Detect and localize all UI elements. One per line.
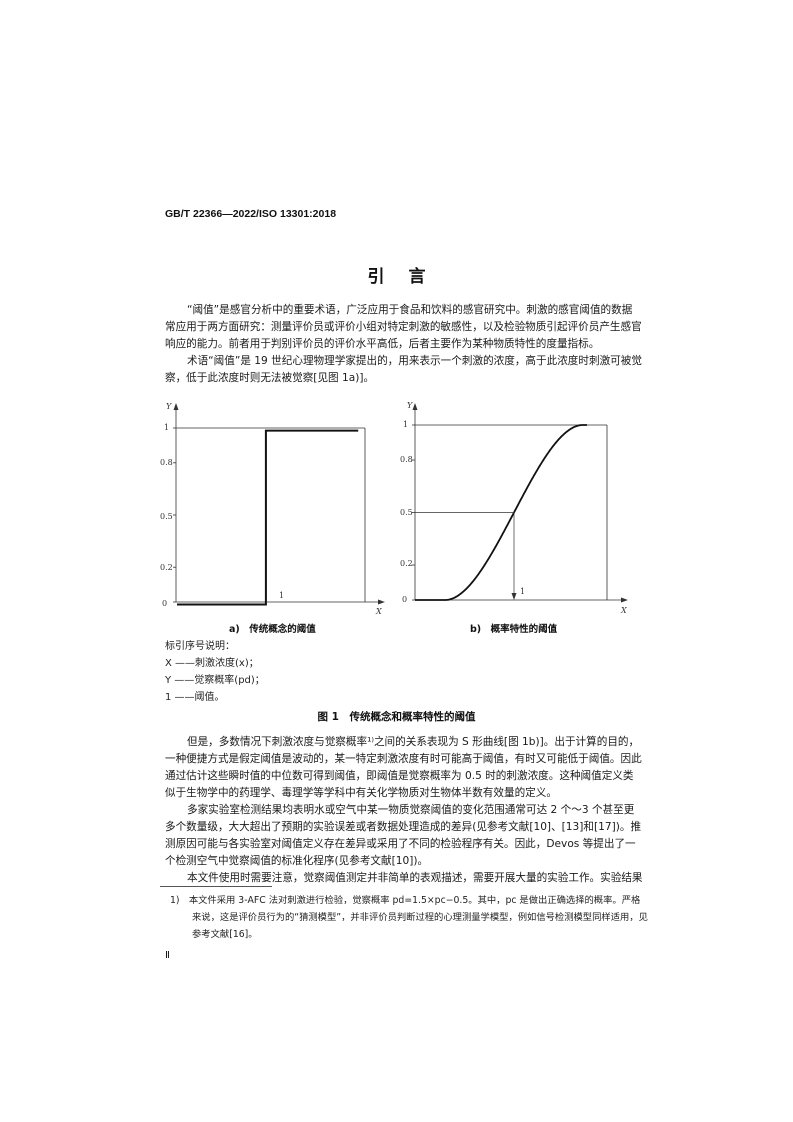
paragraph-line: 个检测空气中觉察阈值的标准化程序(见参考文献[10])。 bbox=[165, 855, 429, 867]
subfigure-a-caption: a) 传统概念的阈值 bbox=[229, 624, 316, 635]
y-axis-label-b: Y bbox=[407, 401, 413, 410]
paragraph-line: “阈值”是感官分析中的重要术语，广泛应用于食品和饮料的感官研究中。刺激的感官阈值… bbox=[187, 304, 633, 316]
paragraph-line: 术语“阈值”是 19 世纪心理物理学家提出的，用来表示一个刺激的浓度，高于此浓度… bbox=[187, 355, 642, 367]
footnote-line: 参考文献[16]。 bbox=[192, 929, 258, 940]
step-curve bbox=[177, 429, 359, 606]
threshold-label-b: 1 bbox=[520, 587, 526, 596]
y-tick-a: 1 bbox=[164, 423, 170, 432]
paragraph-line: 测原因可能与各实验室对阈值定义存在差异或采用了不同的检验程序有关。因此，Devo… bbox=[165, 838, 636, 850]
x-axis-arrow-a bbox=[378, 599, 385, 605]
y-tick-b: 0.5 bbox=[400, 508, 413, 517]
y-tick-a: 0 bbox=[162, 599, 168, 608]
y-axis-arrow-b bbox=[412, 403, 418, 410]
paragraph-line: 但是，多数情况下刺激浓度与觉察概率¹⁾之间的关系表现为 S 形曲线[图 1b)]… bbox=[187, 736, 640, 748]
paragraph-line: 察，低于此浓度时则无法被觉察[见图 1a)]。 bbox=[165, 372, 375, 384]
threshold-label-a: 1 bbox=[279, 591, 285, 600]
footnote-separator bbox=[160, 886, 272, 887]
y-tick-b: 0.8 bbox=[400, 455, 413, 464]
paragraph-line: 似于生物学中的药理学、毒理学等学科中有关化学物质对生物体半数有效量的定义。 bbox=[165, 787, 557, 799]
footnote-line: 来说，这是评价员行为的“猜测模型”，并非评价员判断过程的心理测量学模型，例如信号… bbox=[192, 912, 648, 923]
page-title: 引言 bbox=[367, 267, 450, 287]
y-tick-a: 0.5 bbox=[160, 512, 173, 521]
paragraph-line: 本文件使用时需要注意，觉察阈值测定并非简单的表观描述，需要开展大量的实验工作。实… bbox=[187, 872, 643, 884]
threshold-arrow bbox=[511, 593, 517, 600]
x-axis-label-a: X bbox=[376, 607, 382, 616]
y-axis-label-a: Y bbox=[166, 402, 172, 411]
paragraph-line: 通过估计这些瞬时值的中位数可得到阈值，即阈值是觉察概率为 0.5 时的刺激浓度。… bbox=[165, 770, 634, 782]
x-axis-label-b: X bbox=[621, 606, 627, 615]
y-tick-b: 0 bbox=[402, 595, 408, 604]
paragraph-line: 多家实验室检测结果均表明水或空气中某一物质觉察阈值的变化范围通常可达 2 个～3… bbox=[187, 804, 635, 816]
paragraph-line: 响应的能力。前者用于判别评价员的评价水平高低，后者主要作为某种物质特性的度量指标… bbox=[165, 338, 600, 350]
y-tick-a: 0.2 bbox=[160, 563, 173, 572]
legend-item: X ——刺激浓度(x)； bbox=[165, 658, 259, 669]
paragraph-line: 多个数量级，大大超出了预期的实验误差或者数据处理造成的差异(见参考文献[10]、… bbox=[165, 821, 642, 833]
y-tick-a: 0.8 bbox=[160, 458, 173, 467]
paragraph-line: 一种便捷方式是假定阈值是波动的，某一特定刺激浓度有时可能高于阈值，有时又可能低于… bbox=[165, 753, 642, 765]
paragraph-line: 常应用于两方面研究：测量评价员或评价小组对特定刺激的敏感性，以及检验物质引起评价… bbox=[165, 321, 642, 333]
x-axis-arrow-b bbox=[621, 597, 628, 603]
figure-caption: 图 1 传统概念和概率特性的阈值 bbox=[317, 711, 476, 723]
standard-code: GB/T 22366—2022/ISO 13301:2018 bbox=[165, 208, 337, 220]
y-tick-b: 1 bbox=[403, 420, 409, 429]
subfigure-b-caption: b) 概率特性的阈值 bbox=[470, 624, 558, 635]
legend-title: 标引序号说明： bbox=[165, 641, 235, 652]
footnote-line: 1) 本文件采用 3-AFC 法对刺激进行检验，觉察概率 pd=1.5×pc−0… bbox=[170, 895, 641, 906]
y-tick-b: 0.2 bbox=[400, 559, 413, 568]
legend-item: Y ——觉察概率(pd)； bbox=[165, 675, 265, 686]
sigmoid-curve bbox=[415, 424, 587, 601]
page-number: Ⅱ bbox=[165, 950, 170, 961]
y-axis-arrow-a bbox=[173, 403, 179, 410]
legend-item: 1 ——阈值。 bbox=[165, 692, 225, 703]
